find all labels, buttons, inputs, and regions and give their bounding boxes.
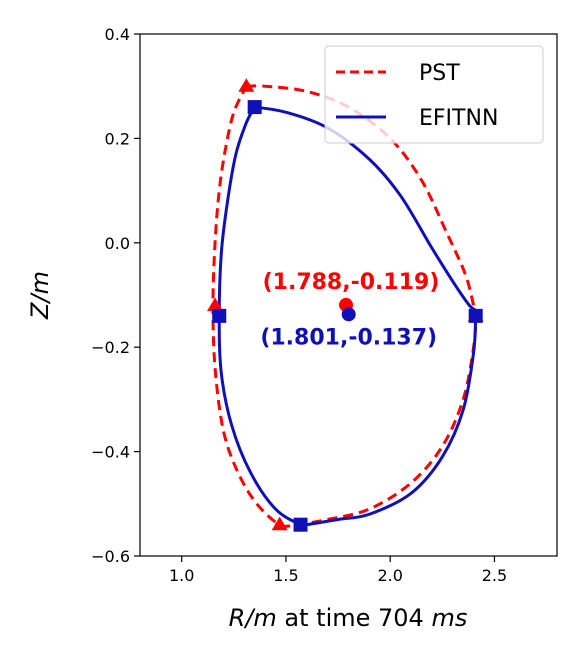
x-tick-label: 2.0	[377, 566, 402, 585]
x-axis-label-unit: ms	[431, 604, 467, 632]
plot-frame	[139, 33, 558, 557]
marker-efitnn	[212, 308, 227, 323]
series-line-efitnn	[217, 105, 478, 528]
legend-label-pst: PST	[419, 61, 460, 86]
x-tick-label: 2.5	[482, 566, 507, 585]
legend: PST EFITNN	[324, 45, 544, 144]
legend-label-efitnn: EFITNN	[419, 106, 498, 131]
legend-box	[324, 45, 544, 144]
x-axis-label-var: R/m	[229, 604, 277, 632]
series-line-pst	[211, 84, 478, 528]
y-tick-label: −0.4	[91, 443, 130, 462]
y-axis-ticks: −0.6 −0.4 −0.2 0.0 0.2 0.4	[91, 25, 140, 566]
y-tick-label: −0.6	[91, 547, 130, 566]
annotation-layer: (1.788,-0.119) (1.801,-0.137)	[207, 78, 484, 532]
y-tick-label: 0.0	[105, 234, 130, 253]
marker-pst	[271, 516, 288, 531]
x-axis-label: R/m at time 704 ms	[229, 604, 468, 632]
x-tick-label: 1.5	[273, 566, 298, 585]
y-tick-label: −0.2	[91, 338, 130, 357]
annotation-pst: (1.788,-0.119)	[263, 270, 440, 295]
series-layer	[211, 84, 478, 528]
x-axis-label-mid: at time 704	[277, 604, 432, 632]
marker-pst	[207, 297, 224, 312]
y-tick-label: 0.4	[105, 25, 130, 44]
center-point-efitnn	[341, 307, 356, 322]
marker-pst	[238, 78, 255, 92]
x-axis-ticks: 1.0 1.5 2.0 2.5	[169, 556, 507, 585]
marker-efitnn	[247, 100, 262, 115]
y-tick-label: 0.2	[105, 129, 130, 148]
x-tick-label: 1.0	[169, 566, 194, 585]
marker-efitnn	[293, 517, 308, 532]
marker-efitnn	[468, 308, 483, 323]
y-axis-label: Z/m	[26, 271, 54, 320]
annotation-efitnn: (1.801,-0.137)	[260, 325, 437, 350]
